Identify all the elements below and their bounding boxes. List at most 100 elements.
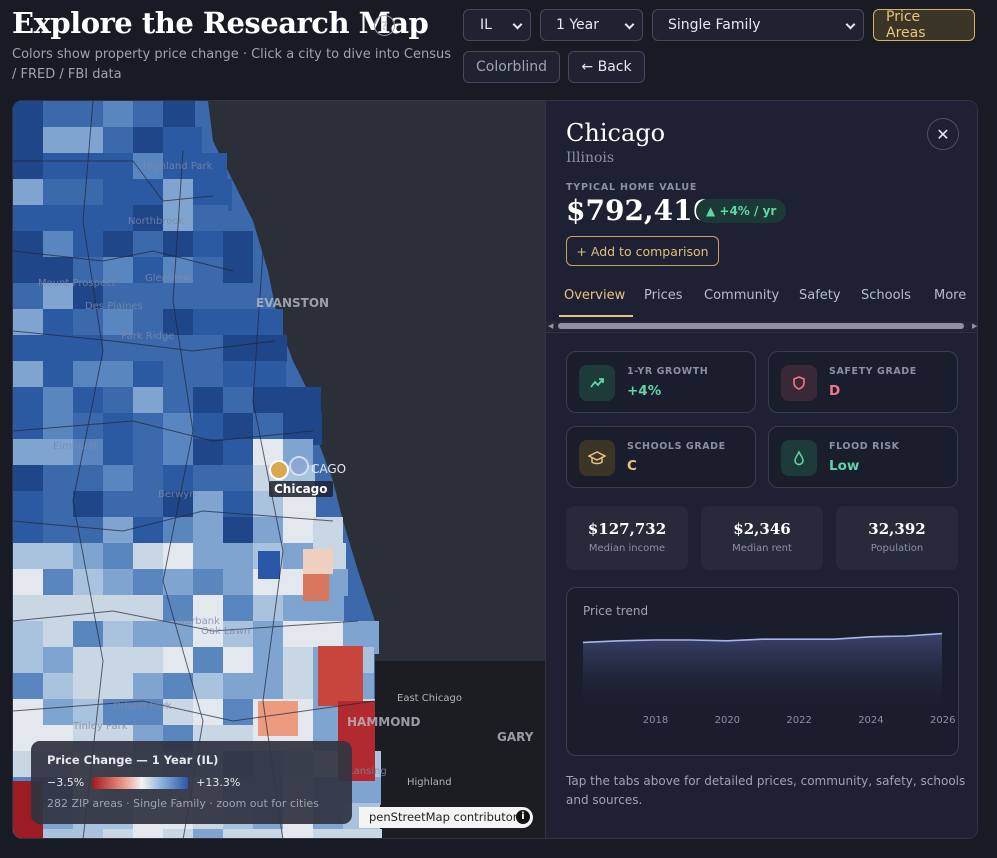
tab-overview[interactable]: Overview: [564, 288, 626, 303]
scroll-left-icon[interactable]: ◀: [548, 322, 554, 330]
zip-area[interactable]: [43, 361, 73, 391]
zip-area[interactable]: [253, 335, 287, 362]
zip-area[interactable]: [223, 569, 254, 595]
research-map[interactable]: Highland Park Northbrook Glenview Mount Pro…: [13, 101, 545, 839]
zip-area[interactable]: [193, 413, 227, 439]
zip-area[interactable]: [43, 387, 78, 414]
zip-area[interactable]: [73, 283, 108, 312]
scroll-right-icon[interactable]: ▶: [972, 322, 978, 330]
zip-area[interactable]: [103, 829, 140, 839]
zip-area[interactable]: [223, 413, 257, 439]
zip-area[interactable]: [163, 569, 194, 597]
zip-area[interactable]: [223, 829, 259, 839]
zip-area[interactable]: [133, 205, 168, 234]
zip-area[interactable]: [223, 439, 256, 465]
zip-area[interactable]: [13, 309, 47, 335]
help-icon[interactable]: ?: [374, 15, 395, 36]
state-select[interactable]: IL: [463, 9, 531, 41]
zip-area[interactable]: [303, 571, 329, 601]
zip-area[interactable]: [163, 413, 195, 443]
zip-area[interactable]: [163, 829, 195, 839]
zip-area[interactable]: [223, 621, 253, 650]
zip-area[interactable]: [13, 153, 48, 181]
zip-area[interactable]: [343, 829, 382, 839]
zip-area[interactable]: [193, 673, 225, 701]
zip-area[interactable]: [13, 283, 43, 313]
property-type-select[interactable]: Single Family: [652, 9, 864, 41]
zip-area[interactable]: [133, 673, 168, 700]
zip-area[interactable]: [73, 699, 104, 728]
zip-area[interactable]: [253, 361, 286, 388]
zip-area[interactable]: [223, 595, 253, 622]
zip-area-mosaic[interactable]: [13, 101, 382, 839]
zip-area[interactable]: [258, 551, 280, 579]
zip-area[interactable]: [73, 673, 107, 701]
zip-area[interactable]: [193, 205, 228, 234]
close-icon[interactable]: ✕: [927, 118, 959, 150]
tab-schools[interactable]: Schools: [861, 288, 911, 303]
zip-area[interactable]: [103, 127, 134, 156]
zip-area[interactable]: [318, 646, 363, 706]
zip-area[interactable]: [163, 647, 197, 677]
zip-area[interactable]: [103, 439, 133, 470]
zip-area[interactable]: [258, 701, 298, 736]
zip-area[interactable]: [283, 647, 317, 676]
zip-area[interactable]: [133, 231, 163, 257]
colorblind-button[interactable]: Colorblind: [463, 51, 560, 83]
zip-area[interactable]: [133, 543, 164, 571]
zip-area[interactable]: [103, 491, 137, 520]
zip-area[interactable]: [193, 439, 223, 466]
zip-area[interactable]: [13, 413, 43, 441]
zip-area[interactable]: [73, 257, 107, 283]
zip-area[interactable]: [193, 543, 225, 570]
zip-area[interactable]: [73, 621, 106, 649]
zip-area[interactable]: [133, 465, 166, 496]
zip-area[interactable]: [43, 257, 73, 287]
zip-area[interactable]: [193, 153, 227, 179]
zip-area[interactable]: [313, 829, 349, 839]
tab-more[interactable]: More: [934, 288, 967, 303]
zip-area[interactable]: [133, 309, 163, 337]
zip-area[interactable]: [43, 465, 76, 491]
zip-area[interactable]: [73, 647, 104, 674]
zip-area[interactable]: [43, 673, 76, 701]
zip-area[interactable]: [43, 699, 73, 728]
info-icon[interactable]: i: [516, 810, 530, 824]
zip-area[interactable]: [163, 101, 195, 132]
zip-area[interactable]: [133, 257, 167, 288]
zip-area[interactable]: [13, 699, 46, 729]
scrollbar-thumb[interactable]: [558, 323, 964, 329]
zip-area[interactable]: [103, 361, 137, 388]
zip-area[interactable]: [193, 829, 232, 839]
zip-area[interactable]: [223, 673, 254, 702]
zip-area[interactable]: [13, 465, 44, 493]
zip-area[interactable]: [43, 101, 75, 130]
zip-area[interactable]: [103, 179, 137, 207]
zip-area[interactable]: [193, 283, 227, 314]
zip-area[interactable]: [13, 361, 44, 392]
zip-area[interactable]: [133, 569, 165, 596]
zip-area[interactable]: [193, 257, 225, 285]
zip-area[interactable]: [133, 829, 167, 839]
city-marker[interactable]: [289, 456, 309, 476]
zip-area[interactable]: [193, 647, 225, 678]
zip-area[interactable]: [43, 205, 76, 232]
zip-area[interactable]: [193, 569, 224, 600]
zip-area[interactable]: [283, 517, 313, 544]
zip-area[interactable]: [13, 127, 48, 156]
zip-area[interactable]: [103, 387, 136, 417]
map-canvas[interactable]: [13, 101, 545, 839]
zip-area[interactable]: [193, 231, 227, 257]
zip-area[interactable]: [43, 179, 76, 208]
zip-area[interactable]: [13, 335, 45, 366]
price-areas-button[interactable]: Price Areas: [873, 9, 975, 41]
zip-area[interactable]: [73, 439, 103, 467]
zip-area[interactable]: [103, 257, 137, 283]
add-to-comparison-button[interactable]: + Add to comparison: [566, 236, 719, 266]
zip-area[interactable]: [133, 387, 164, 416]
zip-area[interactable]: [303, 549, 333, 574]
map-attribution[interactable]: penStreetMap contributors i: [359, 807, 533, 828]
zip-area[interactable]: [43, 491, 75, 517]
tabs-scrollbar[interactable]: ◀ ▶: [546, 321, 978, 331]
period-select[interactable]: 1 Year: [540, 9, 643, 41]
